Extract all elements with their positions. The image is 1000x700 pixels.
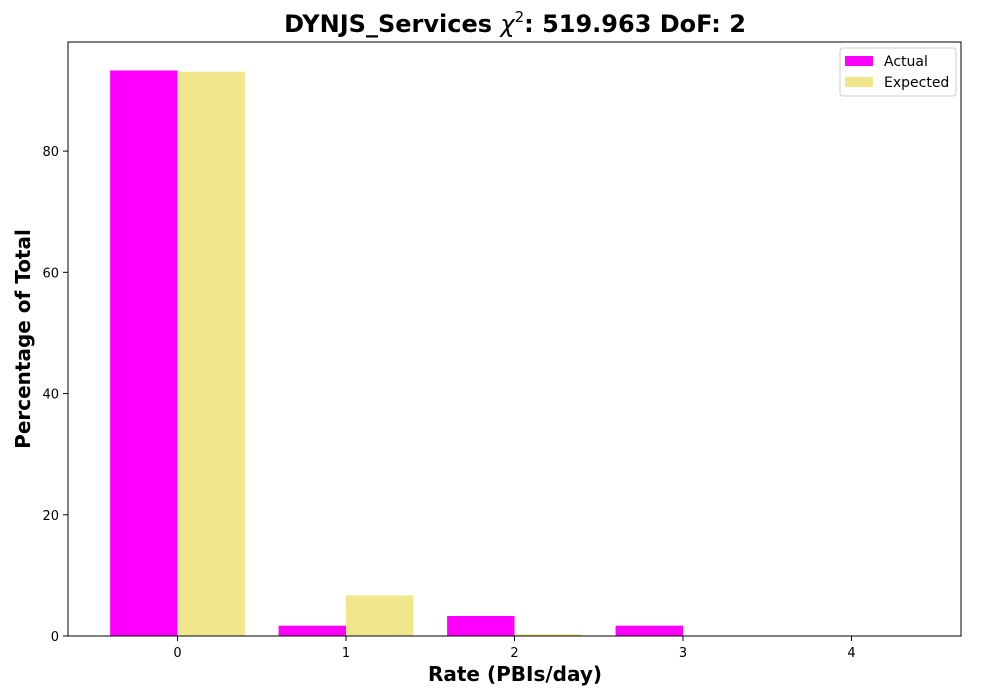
x-tick-label-4: 4 [847, 646, 855, 661]
y-tick-label-20: 20 [42, 509, 59, 524]
chart-title-chi-symbol: χ [498, 10, 515, 38]
bar-actual-3 [615, 625, 683, 636]
bar-actual-2 [447, 616, 515, 636]
legend-swatch-expected [845, 77, 873, 87]
legend: Actual Expected [839, 47, 957, 97]
x-tick-label-2: 2 [510, 646, 518, 661]
bar-actual-0 [110, 70, 178, 637]
bar-expected-2 [514, 634, 582, 636]
bars-layer [110, 70, 683, 637]
chart-title-chi-exponent: 2 [515, 8, 525, 26]
y-tick-label-60: 60 [42, 266, 59, 281]
bar-actual-1 [278, 625, 347, 636]
chart-title-main: DYNJS_Services [284, 10, 500, 38]
y-tick-label-80: 80 [42, 145, 59, 160]
legend-swatch-actual [845, 56, 873, 66]
chart-title-rest: : 519.963 DoF: 2 [524, 10, 746, 38]
y-axis-label: Percentage of Total [11, 229, 35, 449]
x-axis-label: Rate (PBIs/day) [428, 662, 602, 686]
legend-label-expected: Expected [884, 75, 949, 91]
x-tick-label-0: 0 [173, 646, 181, 661]
legend-label-actual: Actual [884, 54, 928, 70]
x-tick-label-1: 1 [342, 646, 350, 661]
bar-expected-1 [346, 595, 414, 636]
chart-title: DYNJS_Services χ2: 519.963 DoF: 2 [284, 8, 746, 38]
x-tick-label-3: 3 [679, 646, 687, 661]
y-tick-label-0: 0 [51, 630, 59, 645]
y-tick-label-40: 40 [42, 388, 59, 403]
bar-expected-0 [177, 71, 245, 636]
